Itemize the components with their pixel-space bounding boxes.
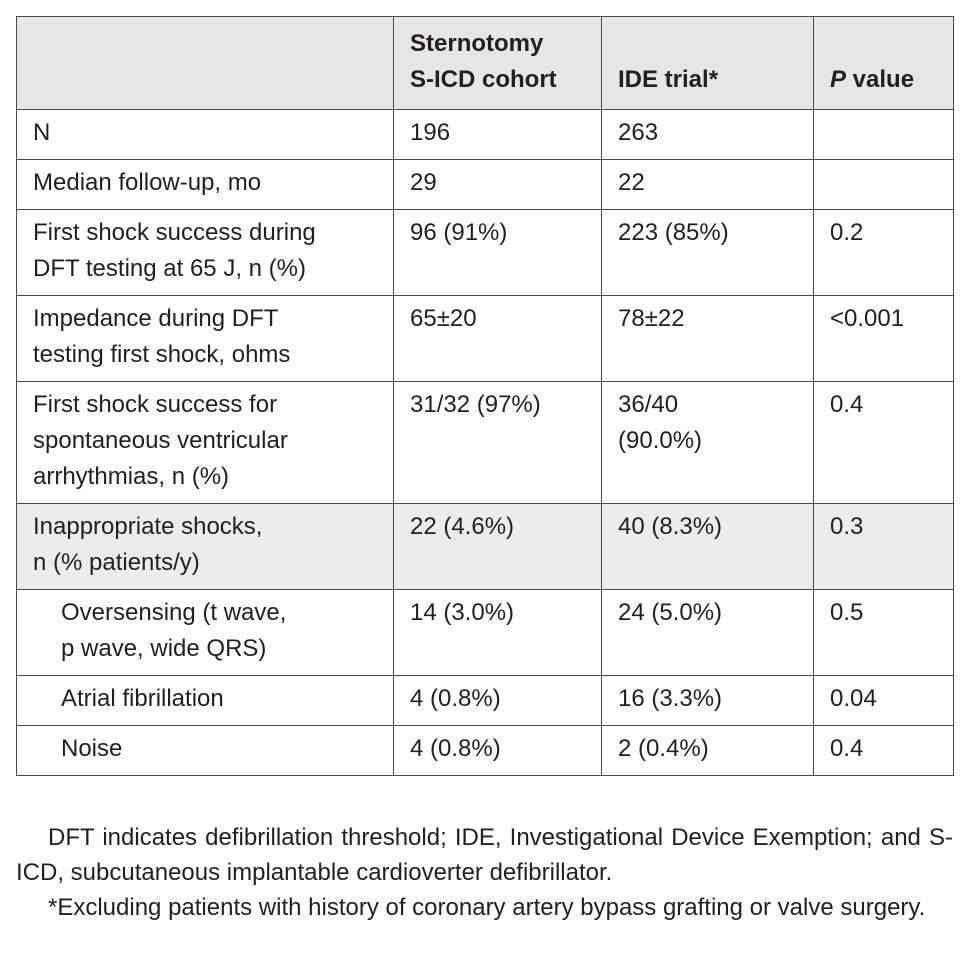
- footnote-asterisk: *Excluding patients with history of coro…: [48, 894, 926, 921]
- cohort-value: 4 (0.8%): [393, 725, 602, 776]
- ide-value: 2 (0.4%): [601, 725, 814, 776]
- header-sternotomy-cohort: Sternotomy S-ICD cohort: [393, 16, 602, 110]
- row-label-line: testing first shock, ohms: [33, 341, 291, 368]
- ide-value: 22: [601, 159, 814, 210]
- ide-value: 40 (8.3%): [601, 503, 814, 590]
- p-value: 0.4: [813, 725, 954, 776]
- row-label-line: Inappropriate shocks,: [33, 513, 263, 540]
- row-label: N: [16, 109, 394, 160]
- table-row-sub: Oversensing (t wave, p wave, wide QRS) 1…: [16, 589, 954, 676]
- ide-value: 24 (5.0%): [601, 589, 814, 676]
- row-label-line: First shock success for: [33, 391, 278, 418]
- table-row: First shock success for spontaneous vent…: [16, 381, 954, 504]
- p-value: [813, 159, 954, 210]
- table-footnotes: DFT indicates defibrillation threshold; …: [16, 820, 953, 925]
- row-label-line: n (% patients/y): [33, 549, 200, 576]
- ide-value: 263: [601, 109, 814, 160]
- row-label: Noise: [16, 725, 394, 776]
- table-row: Median follow-up, mo 29 22: [16, 159, 954, 210]
- row-label-line: arrhythmias, n (%): [33, 463, 230, 490]
- p-value: [813, 109, 954, 160]
- table-row-highlighted: Inappropriate shocks, n (% patients/y) 2…: [16, 503, 954, 590]
- header-sternotomy-line2: S-ICD cohort: [410, 66, 557, 93]
- table-row: N 196 263: [16, 109, 954, 160]
- row-label: Impedance during DFT testing first shock…: [16, 295, 394, 382]
- row-label-line: DFT testing at 65 J, n (%): [33, 255, 306, 282]
- cohort-value: 96 (91%): [393, 209, 602, 296]
- row-label: First shock success during DFT testing a…: [16, 209, 394, 296]
- cohort-value: 31/32 (97%): [393, 381, 602, 504]
- cohort-value: 14 (3.0%): [393, 589, 602, 676]
- header-p-value: P value: [813, 16, 954, 110]
- p-value: <0.001: [813, 295, 954, 382]
- results-table-container: Sternotomy S-ICD cohort IDE trial* P val…: [16, 16, 954, 776]
- ide-value-line: (90.0%): [618, 427, 703, 454]
- table-row: Impedance during DFT testing first shock…: [16, 295, 954, 382]
- footnote-abbreviations: DFT indicates defibrillation threshold; …: [16, 824, 953, 886]
- p-value: 0.2: [813, 209, 954, 296]
- ide-value: 78±22: [601, 295, 814, 382]
- row-label-line: Oversensing (t wave,: [61, 599, 287, 626]
- ide-value: 16 (3.3%): [601, 675, 814, 726]
- row-label: First shock success for spontaneous vent…: [16, 381, 394, 504]
- header-label-column: [16, 16, 394, 110]
- table-row: First shock success during DFT testing a…: [16, 209, 954, 296]
- cohort-value: 22 (4.6%): [393, 503, 602, 590]
- header-p-letter: P: [830, 66, 847, 93]
- row-label-line: p wave, wide QRS): [61, 635, 267, 662]
- ide-value-line: 36/40: [618, 391, 679, 418]
- header-p-rest: value: [846, 66, 915, 93]
- p-value: 0.5: [813, 589, 954, 676]
- row-label: Inappropriate shocks, n (% patients/y): [16, 503, 394, 590]
- results-table: Sternotomy S-ICD cohort IDE trial* P val…: [16, 16, 954, 776]
- cohort-value: 4 (0.8%): [393, 675, 602, 726]
- header-sternotomy-line1: Sternotomy: [410, 30, 544, 57]
- row-label: Oversensing (t wave, p wave, wide QRS): [16, 589, 394, 676]
- table-row-sub: Noise 4 (0.8%) 2 (0.4%) 0.4: [16, 725, 954, 776]
- cohort-value: 65±20: [393, 295, 602, 382]
- row-label: Atrial fibrillation: [16, 675, 394, 726]
- p-value: 0.04: [813, 675, 954, 726]
- row-label-line: First shock success during: [33, 219, 316, 246]
- table-header-row: Sternotomy S-ICD cohort IDE trial* P val…: [16, 16, 954, 110]
- row-label-line: spontaneous ventricular: [33, 427, 288, 454]
- p-value: 0.4: [813, 381, 954, 504]
- cohort-value: 196: [393, 109, 602, 160]
- cohort-value: 29: [393, 159, 602, 210]
- ide-value: 36/40 (90.0%): [601, 381, 814, 504]
- table-row-sub: Atrial fibrillation 4 (0.8%) 16 (3.3%) 0…: [16, 675, 954, 726]
- row-label-line: Impedance during DFT: [33, 305, 279, 332]
- p-value: 0.3: [813, 503, 954, 590]
- row-label: Median follow-up, mo: [16, 159, 394, 210]
- header-ide-trial: IDE trial*: [601, 16, 814, 110]
- ide-value: 223 (85%): [601, 209, 814, 296]
